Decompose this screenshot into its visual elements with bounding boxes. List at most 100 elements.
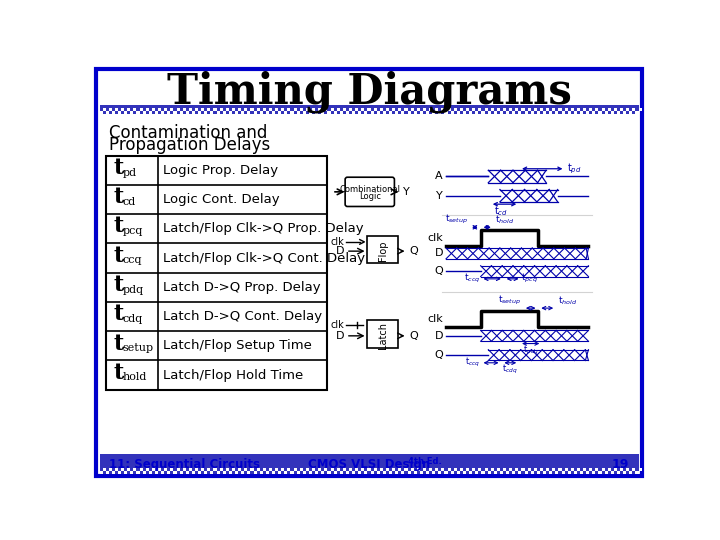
Bar — [595, 108, 598, 111]
Bar — [321, 471, 324, 475]
Bar — [482, 111, 485, 114]
Bar — [333, 471, 337, 475]
Text: t$_{pd}$: t$_{pd}$ — [567, 161, 582, 176]
Bar — [232, 108, 235, 111]
Bar — [620, 108, 623, 111]
Bar — [456, 471, 460, 475]
Bar — [309, 111, 312, 114]
Bar — [106, 111, 109, 114]
Text: Q: Q — [434, 350, 443, 360]
Bar — [605, 471, 608, 475]
Bar — [414, 471, 417, 475]
Bar — [263, 468, 266, 471]
Bar — [595, 468, 598, 471]
Bar — [248, 111, 251, 114]
Bar — [444, 111, 448, 114]
Bar — [552, 468, 555, 471]
Bar — [164, 468, 167, 471]
Bar — [315, 111, 318, 114]
Bar — [306, 108, 309, 111]
Bar — [534, 468, 537, 471]
Bar — [330, 108, 333, 111]
Bar — [290, 471, 294, 475]
Text: 19: 19 — [612, 458, 629, 471]
Bar — [361, 108, 364, 111]
Bar — [494, 111, 497, 114]
Bar — [189, 468, 192, 471]
Text: Flop: Flop — [378, 241, 388, 261]
Bar — [155, 111, 158, 114]
Bar — [623, 111, 626, 114]
Bar — [611, 471, 614, 475]
Bar — [253, 111, 256, 114]
Bar — [518, 471, 521, 475]
Bar — [152, 108, 155, 111]
Bar — [303, 471, 306, 475]
Bar — [102, 468, 106, 471]
Bar — [401, 111, 405, 114]
Bar — [192, 111, 195, 114]
Bar — [506, 471, 509, 475]
Bar — [420, 471, 423, 475]
Bar — [251, 108, 253, 111]
Bar — [395, 471, 398, 475]
Bar — [183, 108, 186, 111]
Text: D: D — [434, 248, 443, 259]
Bar — [531, 111, 534, 114]
Bar — [174, 111, 176, 114]
Bar — [179, 111, 183, 114]
Bar — [586, 471, 589, 475]
Bar — [328, 471, 330, 475]
Bar — [195, 468, 198, 471]
Bar — [559, 108, 562, 111]
Text: clk: clk — [330, 320, 344, 330]
Bar — [441, 108, 444, 111]
Bar — [324, 108, 328, 111]
Bar — [367, 320, 398, 348]
Text: cdq: cdq — [122, 314, 143, 324]
Bar — [112, 111, 115, 114]
Bar — [256, 468, 260, 471]
Bar — [118, 111, 121, 114]
Text: pcq: pcq — [122, 226, 143, 236]
Bar — [521, 468, 525, 471]
Bar — [278, 111, 282, 114]
Text: t$_{hold}$: t$_{hold}$ — [495, 214, 515, 226]
Bar — [248, 471, 251, 475]
Bar — [435, 468, 438, 471]
Bar — [176, 468, 179, 471]
Bar — [272, 111, 275, 114]
Bar — [192, 471, 195, 475]
Bar — [490, 108, 494, 111]
Bar — [145, 108, 149, 111]
Bar — [367, 468, 371, 471]
Bar — [229, 471, 232, 475]
Bar — [133, 108, 137, 111]
Bar — [337, 108, 340, 111]
Bar — [124, 111, 127, 114]
Bar — [176, 108, 179, 111]
Bar — [593, 111, 595, 114]
Bar — [485, 468, 487, 471]
Text: A: A — [436, 172, 443, 181]
Bar — [297, 111, 300, 114]
Bar — [324, 468, 328, 471]
Text: t$_{cdq}$: t$_{cdq}$ — [502, 363, 518, 376]
Bar — [562, 111, 564, 114]
Bar — [201, 108, 204, 111]
Bar — [371, 471, 374, 475]
Bar — [158, 108, 161, 111]
Bar — [614, 108, 617, 111]
Bar — [318, 468, 321, 471]
Bar — [359, 111, 361, 114]
Bar — [475, 111, 478, 114]
Bar — [251, 468, 253, 471]
Bar — [555, 471, 559, 475]
Bar — [451, 111, 454, 114]
Bar — [525, 111, 528, 114]
Text: t: t — [113, 245, 124, 267]
Bar — [463, 471, 466, 475]
Bar — [343, 108, 346, 111]
Bar — [152, 468, 155, 471]
Text: clk: clk — [427, 314, 443, 324]
